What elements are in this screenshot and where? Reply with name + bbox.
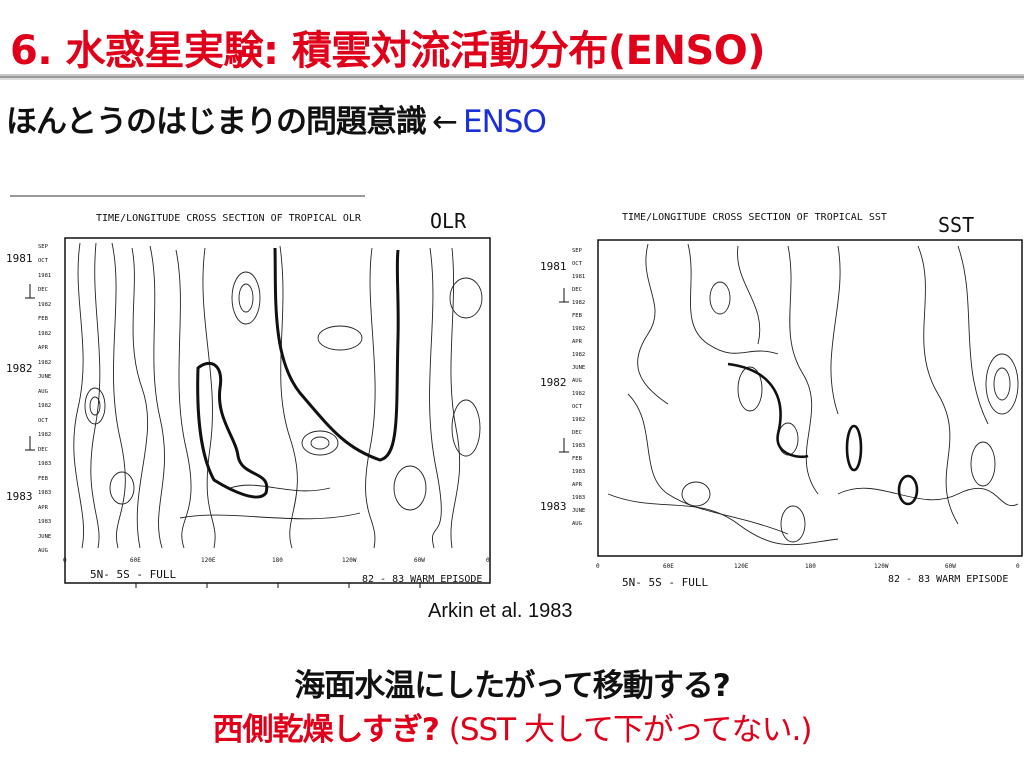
figure-citation: Arkin et al. 1983 (428, 600, 573, 622)
olr-month-label: OCT (38, 418, 49, 424)
sst-lon-label: 60W (945, 563, 956, 570)
sst-year-label: 1982 (540, 376, 567, 389)
olr-month-label: DEC (38, 287, 48, 293)
sst-month-label: AUG (572, 378, 582, 384)
sst-handwritten-label: SST (938, 213, 974, 237)
olr-year-label: 1983 (6, 490, 33, 503)
slide-subtitle: ほんとうのはじまりの問題意識 ← ENSO (6, 96, 547, 141)
sst-month-label: 1982 (572, 391, 585, 397)
sst-bold-contours (727, 362, 919, 506)
olr-month-label: 1983 (38, 461, 51, 467)
olr-lon-label: 60E (130, 557, 141, 564)
sst-heading: TIME/LONGITUDE CROSS SECTION OF TROPICAL… (622, 212, 887, 223)
sst-lon-label: 180 (805, 563, 816, 570)
olr-bold-contours (196, 247, 400, 499)
sst-lon-label: 60E (663, 563, 674, 570)
sst-lon-label: 120W (874, 563, 889, 570)
olr-month-label: 1982 (38, 331, 51, 337)
olr-figure: TIME/LONGITUDE CROSS SECTION OF TROPICAL… (0, 188, 510, 596)
question-line-2-note: (SST 大して下がってない.) (448, 712, 813, 748)
olr-month-label: 1982 (38, 360, 51, 366)
olr-month-label: AUG (38, 389, 48, 395)
question-line-2-main: 西側乾燥しすぎ? (212, 712, 440, 748)
olr-footer-right: 82 - 83 WARM EPISODE (362, 574, 482, 585)
sst-month-label: 1982 (572, 352, 585, 358)
olr-month-label: 1983 (38, 519, 51, 525)
olr-month-label: 1983 (38, 490, 51, 496)
slide-title: 6. 水惑星実験: 積雲対流活動分布(ENSO) (10, 28, 766, 74)
olr-month-label: JUNE (38, 374, 51, 380)
sst-month-label: 1982 (572, 300, 585, 306)
olr-footer-left: 5N- 5S - FULL (90, 568, 176, 581)
sst-month-label: APR (572, 482, 583, 488)
sst-footer-right: 82 - 83 WARM EPISODE (888, 574, 1008, 585)
olr-contours (73, 242, 483, 549)
sst-month-label: 1982 (572, 417, 585, 423)
olr-month-label: APR (38, 505, 49, 511)
olr-heading: TIME/LONGITUDE CROSS SECTION OF TROPICAL… (96, 213, 362, 224)
olr-month-label: SEP (38, 244, 49, 250)
sst-month-label: FEB (572, 313, 583, 319)
olr-month-label: OCT (38, 258, 49, 264)
olr-month-label: DEC (38, 447, 48, 453)
olr-lon-label: 0 (486, 557, 490, 564)
olr-month-label: 1981 (38, 273, 51, 279)
subtitle-text: ほんとうのはじまりの問題意識 (6, 104, 427, 140)
olr-year-label: 1982 (6, 362, 33, 375)
sst-year-label: 1983 (540, 500, 567, 513)
olr-lon-label: 120E (201, 557, 216, 564)
sst-plot-frame (597, 239, 1023, 557)
sst-lon-label: 0 (596, 563, 600, 570)
olr-episode-arrows (25, 284, 35, 451)
sst-month-label: AUG (572, 521, 582, 527)
sst-month-label: DEC (572, 430, 582, 436)
olr-lon-label: 0 (63, 557, 67, 564)
sst-month-label: OCT (572, 261, 583, 267)
sst-month-label: 1983 (572, 495, 585, 501)
olr-month-label: JUNE (38, 534, 51, 540)
sst-episode-arrows (559, 288, 569, 453)
sst-month-label: APR (572, 339, 583, 345)
sst-lon-label: 120E (734, 563, 749, 570)
sst-month-label: FEB (572, 456, 583, 462)
sst-month-label: SEP (572, 248, 583, 254)
sst-lon-label: 0 (1016, 563, 1020, 570)
sst-month-label: JUNE (572, 365, 585, 371)
olr-month-label: 1982 (38, 432, 51, 438)
sst-figure: TIME/LONGITUDE CROSS SECTION OF TROPICAL… (538, 194, 1024, 594)
olr-lon-label: 120W (342, 557, 357, 564)
question-line-2: 西側乾燥しすぎ? (SST 大して下がってない.) (0, 704, 1024, 749)
subtitle-highlight: ENSO (462, 104, 547, 140)
sst-month-label: 1981 (572, 274, 585, 280)
olr-month-label: 1982 (38, 403, 51, 409)
sst-year-label: 1981 (540, 260, 567, 273)
olr-month-label: AUG (38, 548, 48, 554)
olr-figure-svg: TIME/LONGITUDE CROSS SECTION OF TROPICAL… (0, 188, 510, 596)
olr-year-label: 1981 (6, 252, 33, 265)
sst-month-label: 1982 (572, 326, 585, 332)
sst-month-label: 1983 (572, 443, 585, 449)
sst-figure-svg: TIME/LONGITUDE CROSS SECTION OF TROPICAL… (538, 194, 1024, 594)
sst-footer-left: 5N- 5S - FULL (622, 576, 708, 589)
left-arrow-icon: ← (432, 104, 458, 140)
olr-handwritten-label: OLR (430, 209, 467, 233)
sst-month-label: OCT (572, 404, 583, 410)
title-underline (0, 74, 1024, 80)
olr-month-label: FEB (38, 316, 49, 322)
olr-lon-label: 60W (414, 557, 425, 564)
sst-month-label: DEC (572, 287, 582, 293)
olr-month-label: FEB (38, 476, 49, 482)
olr-month-label: APR (38, 345, 49, 351)
olr-month-label: 1982 (38, 302, 51, 308)
question-line-1: 海面水温にしたがって移動する? (294, 668, 730, 704)
sst-month-label: JUNE (572, 508, 585, 514)
sst-month-label: 1983 (572, 469, 585, 475)
olr-lon-label: 180 (272, 557, 283, 564)
